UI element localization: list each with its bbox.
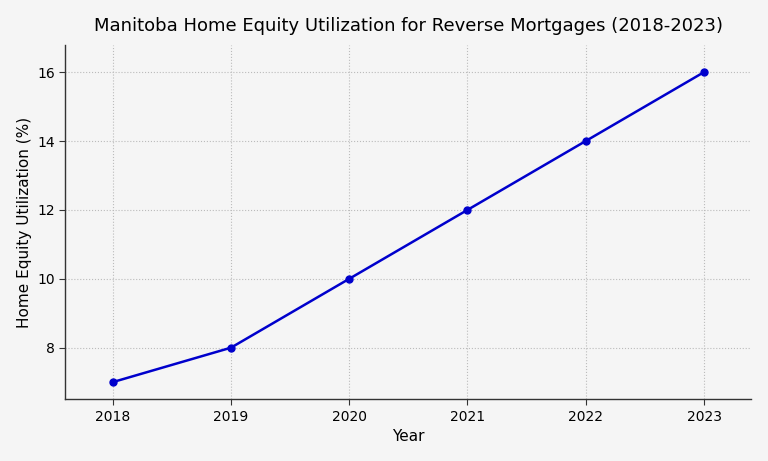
Title: Manitoba Home Equity Utilization for Reverse Mortgages (2018-2023): Manitoba Home Equity Utilization for Rev… <box>94 17 723 35</box>
X-axis label: Year: Year <box>392 429 425 444</box>
Y-axis label: Home Equity Utilization (%): Home Equity Utilization (%) <box>17 116 31 327</box>
